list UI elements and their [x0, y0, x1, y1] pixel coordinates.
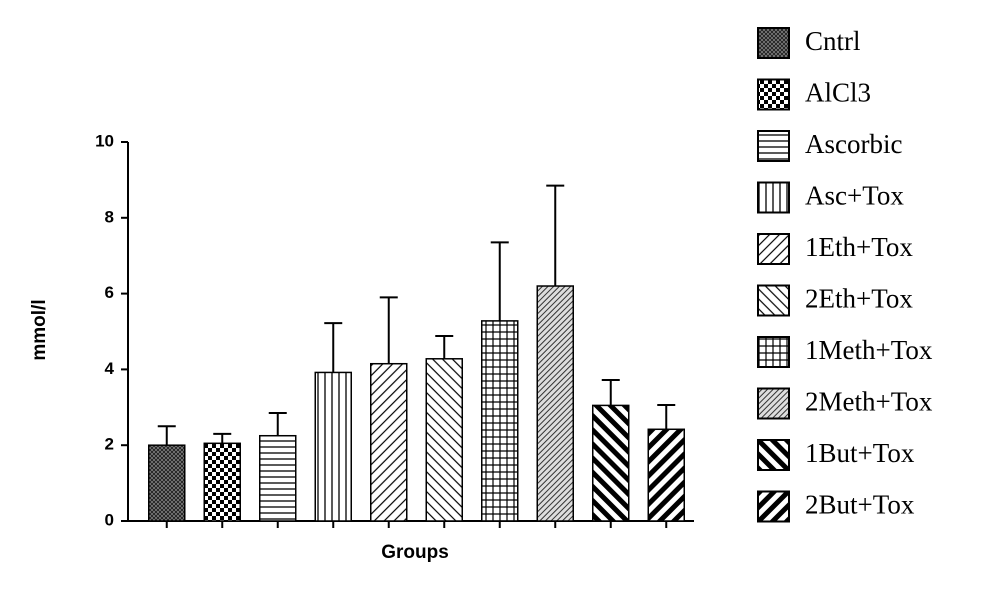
y-tick-label: 8 — [105, 207, 114, 226]
legend-label: 2Meth+Tox — [805, 387, 933, 417]
legend-swatch — [757, 439, 790, 471]
legend-label: Asc+Tox — [805, 181, 904, 211]
bar — [481, 320, 519, 522]
legend-swatch — [757, 78, 790, 111]
bar — [647, 428, 685, 522]
bar — [370, 362, 408, 522]
legend-swatch — [757, 233, 790, 265]
legend-swatch — [757, 284, 790, 317]
y-tick-label: 2 — [105, 435, 114, 454]
bar — [203, 442, 241, 522]
x-axis-label: Groups — [381, 542, 449, 563]
legend-swatch — [757, 387, 790, 420]
bar — [314, 371, 352, 522]
y-tick-label: 4 — [105, 359, 115, 378]
legend-label: 1Eth+Tox — [805, 232, 913, 262]
y-tick-label: 6 — [105, 283, 114, 302]
y-tick-label: 0 — [105, 510, 114, 529]
legend-swatch — [757, 490, 790, 523]
bar — [592, 404, 630, 522]
legend-label: AlCl3 — [805, 78, 871, 108]
bar — [425, 358, 463, 522]
bar — [259, 434, 297, 522]
legend-label: Cntrl — [805, 26, 861, 56]
bar — [536, 285, 574, 522]
y-axis-label: mmol/l — [29, 299, 50, 360]
legend-label: 2But+Tox — [805, 490, 915, 520]
legend-swatch — [757, 181, 790, 214]
legend-label: 1But+Tox — [805, 438, 915, 468]
legend-swatch — [757, 336, 790, 368]
bar — [148, 444, 186, 522]
legend-swatch — [757, 130, 790, 162]
legend-swatch — [757, 27, 790, 59]
legend-label: 2Eth+Tox — [805, 284, 913, 314]
legend-label: 1Meth+Tox — [805, 335, 933, 365]
y-tick-label: 10 — [95, 131, 114, 150]
legend-label: Ascorbic — [805, 129, 902, 159]
